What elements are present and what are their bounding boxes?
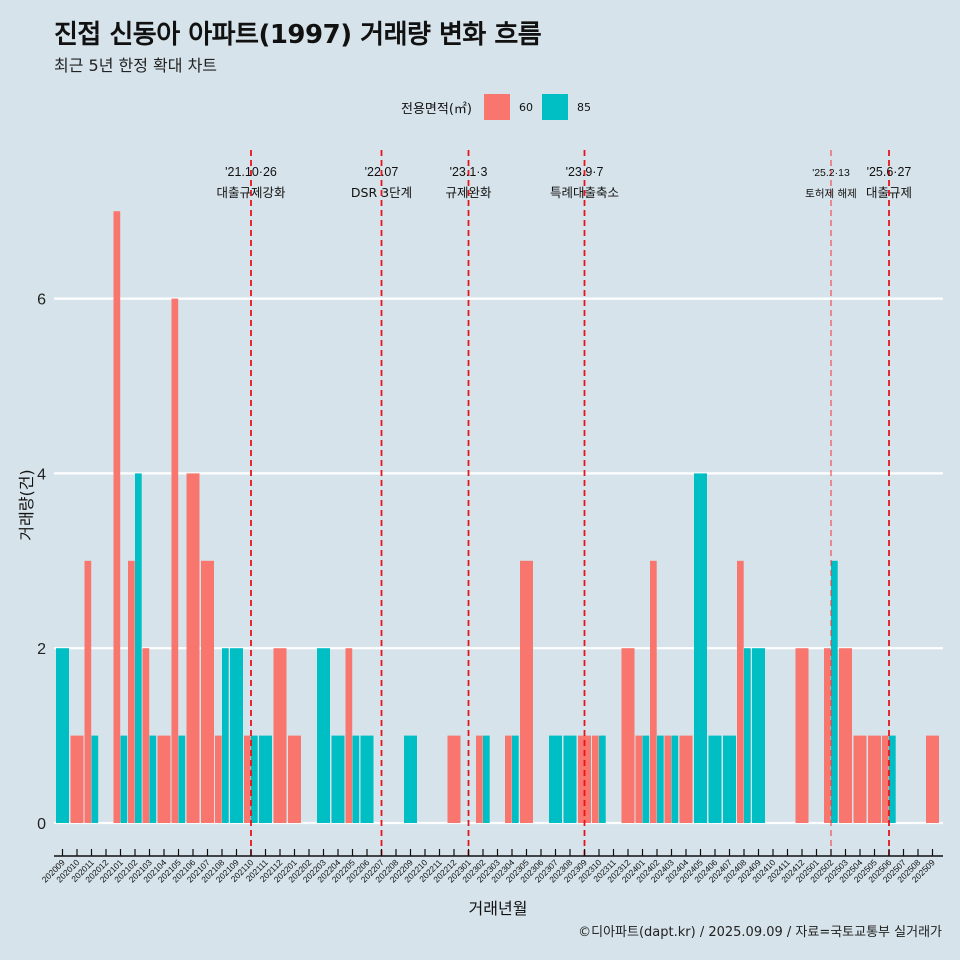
event-label-202502: 토허제 해제 xyxy=(805,187,857,200)
event-label-202309: 특례대출축소 xyxy=(550,185,619,200)
bar-60-202302 xyxy=(476,735,483,823)
legend-swatch-85 xyxy=(541,94,568,120)
bar-60-202506 xyxy=(882,735,889,823)
bar-60-202011 xyxy=(84,560,92,823)
legend-swatch-60 xyxy=(483,94,510,120)
bar-60-202201 xyxy=(288,735,301,823)
bar-60-202105 xyxy=(171,298,179,824)
bar-85-202506 xyxy=(889,735,896,823)
bar-85-202204 xyxy=(331,735,345,823)
event-label-202301: 규제완화 xyxy=(445,185,492,200)
bar-85-202203 xyxy=(317,648,330,823)
bar-85-202308 xyxy=(563,735,577,823)
bar-60-202305 xyxy=(520,560,533,823)
bar-85-202111 xyxy=(259,735,272,823)
bar-60-202509 xyxy=(926,735,939,823)
bar-85-202310 xyxy=(599,735,606,823)
legend: 전용면적(㎡) 60 85 xyxy=(401,94,600,120)
bar-85-202405 xyxy=(694,473,707,823)
bar-60-202106 xyxy=(186,473,200,823)
y-axis-title: 거래량(건) xyxy=(17,469,36,540)
bar-60-202101 xyxy=(113,211,121,823)
event-date-202502: '25.2·13 xyxy=(812,167,850,179)
bar-85-202307 xyxy=(549,735,562,823)
bar-60-202103 xyxy=(142,648,150,823)
source-caption: ©디아파트(dapt.kr) / 2025.09.09 / 자료=국토교통부 실… xyxy=(578,925,942,940)
bar-85-202105 xyxy=(178,735,186,823)
bar-60-202102 xyxy=(128,560,135,823)
event-date-202506: '25.6·27 xyxy=(867,165,912,179)
bar-85-202302 xyxy=(483,735,490,823)
bar-85-202406 xyxy=(708,735,722,823)
bar-85-202101 xyxy=(120,735,128,823)
bar-85-202110 xyxy=(251,735,258,823)
bar-60-202112 xyxy=(273,648,287,823)
bar-85-202401 xyxy=(642,735,650,823)
bar-60-202310 xyxy=(592,735,599,823)
x-axis-title: 거래년월 xyxy=(469,899,528,918)
bar-85-202205 xyxy=(352,735,360,823)
legend-title: 전용면적(㎡) xyxy=(401,101,472,117)
bar-60-202402 xyxy=(650,560,657,823)
bar-60-202108 xyxy=(215,735,222,823)
bar-85-202102 xyxy=(135,473,142,823)
bar-85-202011 xyxy=(91,735,99,823)
legend-label-60: 60 xyxy=(518,100,533,114)
bar-60-202404 xyxy=(679,735,693,823)
chart-title: 진접 신동아 아파트(1997) 거래량 변화 흐름 xyxy=(54,20,542,50)
bar-60-202010 xyxy=(70,735,84,823)
bar-85-202403 xyxy=(671,735,679,823)
bar-85-202402 xyxy=(657,735,664,823)
bar-85-202109 xyxy=(230,648,243,823)
y-tick-label-6: 6 xyxy=(37,292,46,309)
bar-60-202312 xyxy=(621,648,635,823)
bar-60-202107 xyxy=(201,560,214,823)
y-tick-label-4: 4 xyxy=(37,466,46,483)
event-label-202110: 대출규제강화 xyxy=(216,185,286,200)
chart-subtitle: 최근 5년 한정 확대 차트 xyxy=(54,56,218,75)
bar-60-202412 xyxy=(795,648,809,823)
event-date-202309: '23.9·7 xyxy=(566,165,604,179)
bar-60-202212 xyxy=(447,735,461,823)
bar-60-202401 xyxy=(635,735,643,823)
event-label-202207: DSR 3단계 xyxy=(351,185,412,200)
event-label-202506: 대출규제 xyxy=(866,185,912,200)
legend-label-85: 85 xyxy=(576,100,591,114)
bar-85-202409 xyxy=(752,648,765,823)
bar-60-202408 xyxy=(737,560,744,823)
bar-85-202407 xyxy=(723,735,736,823)
bar-85-202009 xyxy=(56,648,69,823)
bar-60-202304 xyxy=(505,735,512,823)
bar-60-202502 xyxy=(824,648,831,823)
bar-60-202205 xyxy=(345,648,353,823)
bar-85-202206 xyxy=(360,735,374,823)
bar-85-202304 xyxy=(512,735,519,823)
bar-60-202309 xyxy=(578,735,591,823)
bar-85-202408 xyxy=(744,648,751,823)
y-tick-label-2: 2 xyxy=(37,641,46,658)
bar-85-202209 xyxy=(404,735,417,823)
event-date-202207: '22.07 xyxy=(365,165,399,179)
bar-60-202110 xyxy=(244,735,251,823)
y-tick-label-0: 0 xyxy=(37,816,46,833)
bar-60-202503 xyxy=(839,648,852,823)
bar-60-202104 xyxy=(157,735,171,823)
bar-60-202504 xyxy=(853,735,867,823)
bar-85-202502 xyxy=(831,560,838,823)
event-date-202110: '21.10·26 xyxy=(225,165,277,179)
bar-60-202403 xyxy=(664,735,672,823)
bar-85-202103 xyxy=(149,735,157,823)
event-date-202301: '23.1·3 xyxy=(450,165,488,179)
bar-85-202108 xyxy=(222,648,229,823)
bar-60-202505 xyxy=(868,735,881,823)
